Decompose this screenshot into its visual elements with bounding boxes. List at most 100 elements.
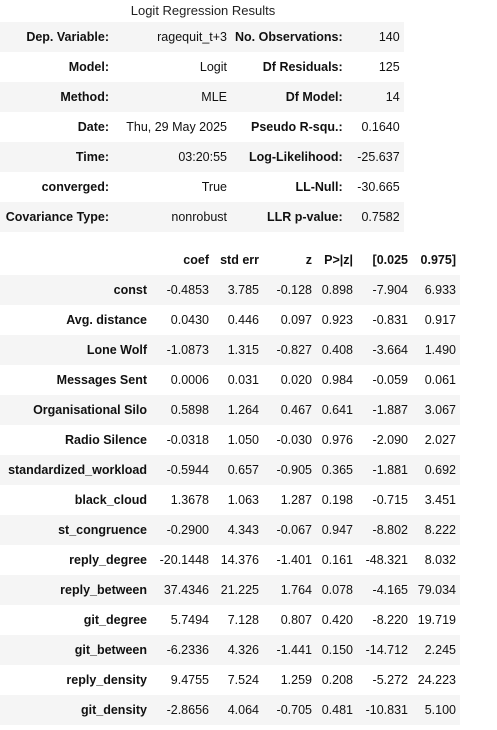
summary-key: Method: bbox=[0, 82, 113, 112]
summary-key: Df Model: bbox=[231, 82, 347, 112]
p-value: 0.420 bbox=[316, 605, 357, 635]
ci-lower-value: -0.831 bbox=[357, 305, 412, 335]
coef-value: 1.3678 bbox=[151, 485, 213, 515]
coefficient-row: st_congruence -0.2900 4.343 -0.067 0.947 -8.8… bbox=[0, 515, 460, 545]
ci-upper-value: 8.222 bbox=[412, 515, 460, 545]
std-err-value: 1.063 bbox=[213, 485, 263, 515]
summary-key: LLR p-value: bbox=[231, 202, 347, 232]
ci-lower-value: -8.802 bbox=[357, 515, 412, 545]
ci-upper-value: 19.719 bbox=[412, 605, 460, 635]
std-err-value: 1.264 bbox=[213, 395, 263, 425]
summary-value: 0.1640 bbox=[346, 112, 404, 142]
std-err-value: 4.064 bbox=[213, 695, 263, 725]
coefficient-row: const -0.4853 3.785 -0.128 0.898 -7.904 6.933 bbox=[0, 275, 460, 305]
z-value: 0.097 bbox=[263, 305, 316, 335]
std-err-value: 21.225 bbox=[213, 575, 263, 605]
z-value: 1.764 bbox=[263, 575, 316, 605]
variable-name: black_cloud bbox=[0, 485, 151, 515]
summary-key: Pseudo R-squ.: bbox=[231, 112, 347, 142]
summary-key: Covariance Type: bbox=[0, 202, 113, 232]
summary-row: Method: MLE Df Model: 14 bbox=[0, 82, 404, 112]
ci-lower-value: -1.887 bbox=[357, 395, 412, 425]
coef-value: -0.5944 bbox=[151, 455, 213, 485]
summary-key: No. Observations: bbox=[231, 22, 347, 52]
coef-value: -6.2336 bbox=[151, 635, 213, 665]
ci-upper-value: 3.067 bbox=[412, 395, 460, 425]
ci-lower-value: -0.715 bbox=[357, 485, 412, 515]
header-p-value: P>|z| bbox=[316, 245, 357, 275]
std-err-value: 3.785 bbox=[213, 275, 263, 305]
ci-lower-value: -7.904 bbox=[357, 275, 412, 305]
coef-value: 0.5898 bbox=[151, 395, 213, 425]
summary-value: nonrobust bbox=[113, 202, 231, 232]
z-value: -0.905 bbox=[263, 455, 316, 485]
coef-value: -2.8656 bbox=[151, 695, 213, 725]
ci-lower-value: -48.321 bbox=[357, 545, 412, 575]
coef-value: 9.4755 bbox=[151, 665, 213, 695]
header-ci-upper: 0.975] bbox=[412, 245, 460, 275]
coefficient-row: git_density -2.8656 4.064 -0.705 0.481 -10.83… bbox=[0, 695, 460, 725]
ci-upper-value: 79.034 bbox=[412, 575, 460, 605]
summary-row: Dep. Variable: ragequit_t+3 No. Observatio… bbox=[0, 22, 404, 52]
model-summary-table: Dep. Variable: ragequit_t+3 No. Observatio… bbox=[0, 22, 404, 232]
summary-key: converged: bbox=[0, 172, 113, 202]
z-value: -0.128 bbox=[263, 275, 316, 305]
z-value: -0.030 bbox=[263, 425, 316, 455]
std-err-value: 7.128 bbox=[213, 605, 263, 635]
coefficient-row: reply_degree -20.1448 14.376 -1.401 0.161 -48… bbox=[0, 545, 460, 575]
summary-value: Thu, 29 May 2025 bbox=[113, 112, 231, 142]
summary-value: 03:20:55 bbox=[113, 142, 231, 172]
variable-name: git_degree bbox=[0, 605, 151, 635]
coefficient-table: coef std err z P>|z| [0.025 0.975] const… bbox=[0, 245, 460, 725]
z-value: 0.467 bbox=[263, 395, 316, 425]
ci-lower-value: -8.220 bbox=[357, 605, 412, 635]
summary-value: 125 bbox=[346, 52, 404, 82]
variable-name: Radio Silence bbox=[0, 425, 151, 455]
summary-value: -30.665 bbox=[346, 172, 404, 202]
summary-value: 140 bbox=[346, 22, 404, 52]
z-value: -1.401 bbox=[263, 545, 316, 575]
ci-upper-value: 5.100 bbox=[412, 695, 460, 725]
variable-name: Avg. distance bbox=[0, 305, 151, 335]
p-value: 0.481 bbox=[316, 695, 357, 725]
summary-key: Df Residuals: bbox=[231, 52, 347, 82]
z-value: -0.827 bbox=[263, 335, 316, 365]
ci-lower-value: -0.059 bbox=[357, 365, 412, 395]
std-err-value: 1.315 bbox=[213, 335, 263, 365]
summary-key: LL-Null: bbox=[231, 172, 347, 202]
z-value: -1.441 bbox=[263, 635, 316, 665]
summary-key: Dep. Variable: bbox=[0, 22, 113, 52]
ci-lower-value: -10.831 bbox=[357, 695, 412, 725]
summary-key: Date: bbox=[0, 112, 113, 142]
header-ci-lower: [0.025 bbox=[357, 245, 412, 275]
p-value: 0.641 bbox=[316, 395, 357, 425]
variable-name: git_density bbox=[0, 695, 151, 725]
coefficient-row: standardized_workload -0.5944 0.657 -0.905 0… bbox=[0, 455, 460, 485]
summary-row: Covariance Type: nonrobust LLR p-value: 0.7… bbox=[0, 202, 404, 232]
variable-name: git_between bbox=[0, 635, 151, 665]
z-value: 0.807 bbox=[263, 605, 316, 635]
summary-value: MLE bbox=[113, 82, 231, 112]
ci-lower-value: -1.881 bbox=[357, 455, 412, 485]
ci-upper-value: 0.061 bbox=[412, 365, 460, 395]
coef-value: -0.2900 bbox=[151, 515, 213, 545]
summary-value: -25.637 bbox=[346, 142, 404, 172]
coefficient-header-row: coef std err z P>|z| [0.025 0.975] bbox=[0, 245, 460, 275]
p-value: 0.150 bbox=[316, 635, 357, 665]
coef-value: 0.0006 bbox=[151, 365, 213, 395]
ci-lower-value: -3.664 bbox=[357, 335, 412, 365]
header-coef: coef bbox=[151, 245, 213, 275]
p-value: 0.923 bbox=[316, 305, 357, 335]
std-err-value: 7.524 bbox=[213, 665, 263, 695]
ci-upper-value: 0.692 bbox=[412, 455, 460, 485]
ci-lower-value: -4.165 bbox=[357, 575, 412, 605]
table-caption: Logit Regression Results bbox=[130, 3, 276, 18]
ci-upper-value: 3.451 bbox=[412, 485, 460, 515]
coefficient-row: Messages Sent 0.0006 0.031 0.020 0.984 -0.059… bbox=[0, 365, 460, 395]
coef-value: -1.0873 bbox=[151, 335, 213, 365]
std-err-value: 4.343 bbox=[213, 515, 263, 545]
variable-name: st_congruence bbox=[0, 515, 151, 545]
summary-row: Date: Thu, 29 May 2025 Pseudo R-squ.: 0.164… bbox=[0, 112, 404, 142]
header-z: z bbox=[263, 245, 316, 275]
ci-lower-value: -2.090 bbox=[357, 425, 412, 455]
